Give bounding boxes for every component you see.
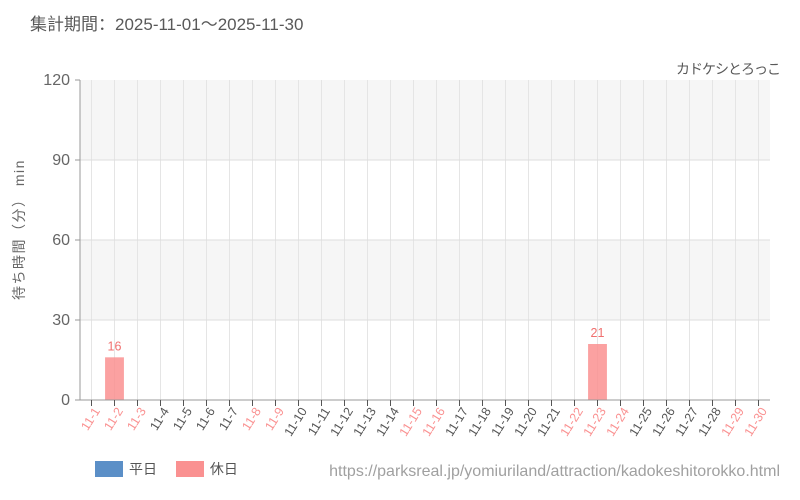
svg-text:90: 90 bbox=[52, 152, 70, 169]
svg-text:0: 0 bbox=[61, 392, 70, 409]
svg-text:21: 21 bbox=[591, 326, 605, 340]
svg-text:16: 16 bbox=[108, 339, 122, 353]
svg-text:60: 60 bbox=[52, 232, 70, 249]
svg-text:120: 120 bbox=[43, 72, 70, 89]
svg-text:30: 30 bbox=[52, 312, 70, 329]
